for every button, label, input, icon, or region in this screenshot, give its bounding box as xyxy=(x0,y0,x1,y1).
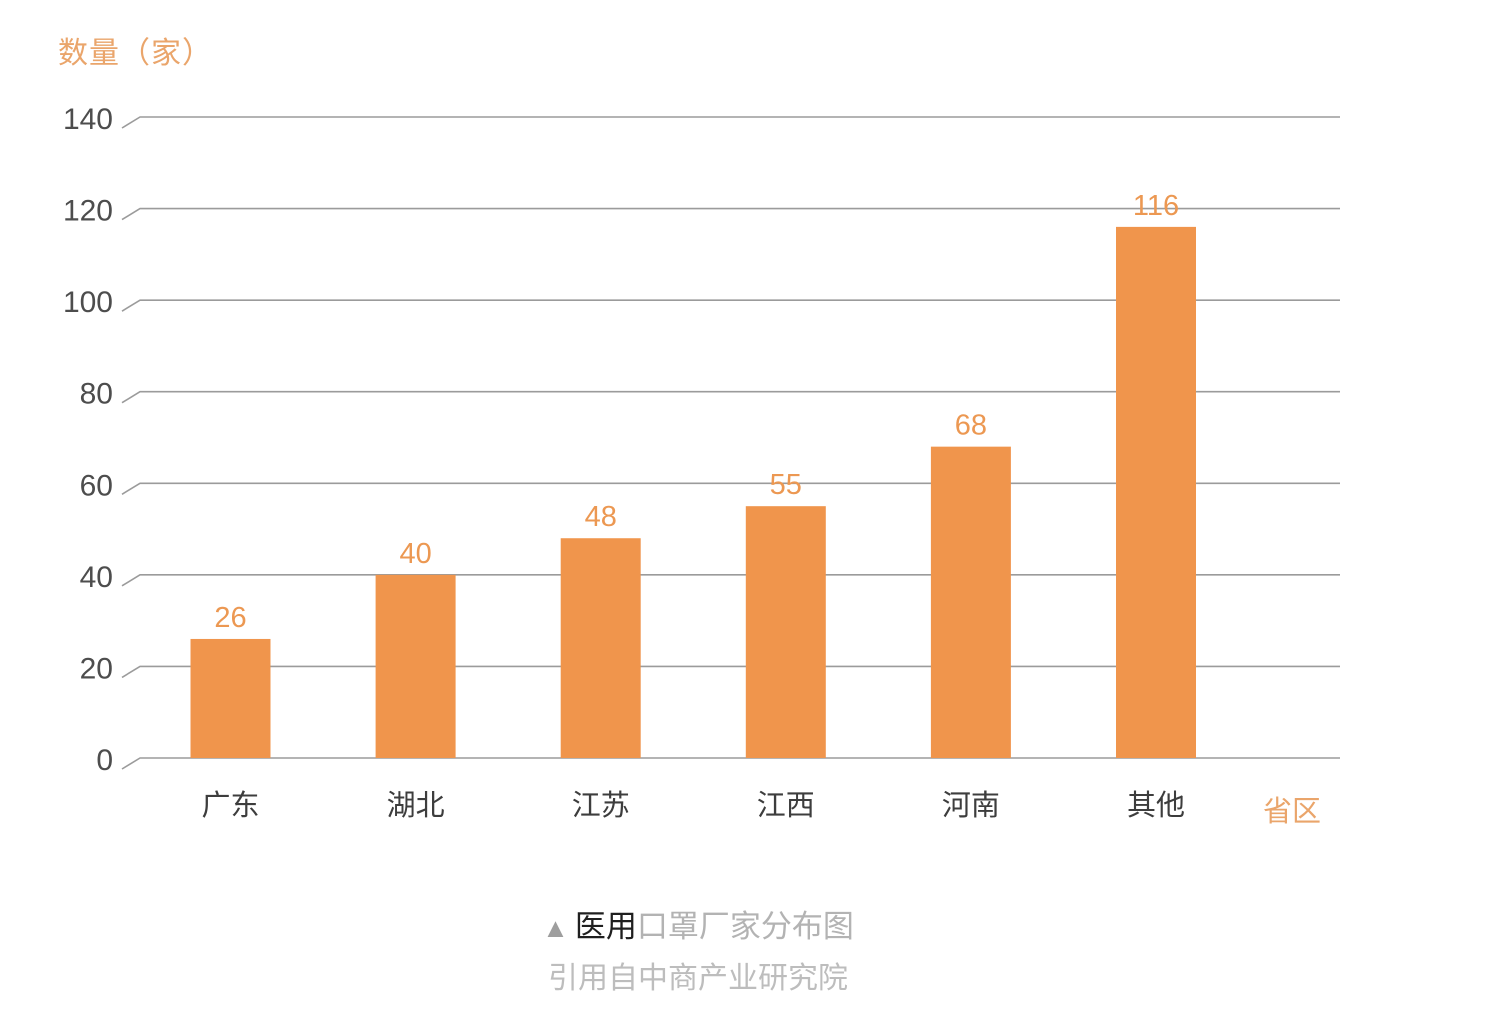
triangle-marker-icon: ▲ xyxy=(542,913,569,943)
x-tick-label: 其他 xyxy=(1127,789,1185,822)
x-tick-label: 广东 xyxy=(201,789,259,822)
bar xyxy=(560,538,641,758)
bar-value-label: 48 xyxy=(585,501,617,533)
bar-chart-plot: 0 20 40 60 80 100 120 140 26 广东 40 湖北 48 江苏 55 江西 68 河南 11… xyxy=(63,103,1340,822)
x-tick-label: 湖北 xyxy=(387,790,445,822)
caption-title: ▲ 医用口罩厂家分布图 xyxy=(0,908,1396,947)
x-tick-label: 江西 xyxy=(757,790,815,822)
y-tick-label: 20 xyxy=(80,652,113,685)
y-tick-label: 0 xyxy=(96,744,113,777)
bar xyxy=(190,638,271,758)
bar xyxy=(745,506,826,758)
bar-value-label: 116 xyxy=(1133,190,1179,222)
gridline xyxy=(121,390,1340,404)
gridline xyxy=(121,207,1340,221)
bar xyxy=(930,446,1011,758)
x-axis-unit-label: 省区 xyxy=(1262,796,1321,828)
bar xyxy=(1116,226,1196,758)
y-tick-label: 60 xyxy=(80,469,113,502)
y-tick-label: 140 xyxy=(63,103,113,136)
figure-caption: ▲ 医用口罩厂家分布图 引用自中商产业研究院 xyxy=(0,908,1396,998)
y-tick-label: 80 xyxy=(80,378,113,411)
caption-title-highlight: 医用 xyxy=(574,909,637,944)
y-tick-label: 100 xyxy=(63,286,113,319)
x-tick-label: 河南 xyxy=(942,789,1000,822)
y-axis-title: 数量（家） xyxy=(58,37,213,70)
caption-source: 引用自中商产业研究院 xyxy=(548,962,848,995)
gridline xyxy=(121,116,1340,129)
gridline xyxy=(121,299,1340,312)
bar-value-label: 68 xyxy=(955,410,987,442)
x-tick-label: 江苏 xyxy=(572,789,630,822)
bar-value-label: 55 xyxy=(770,469,802,501)
gridline xyxy=(121,757,1340,770)
caption-title-rest: 口罩厂家分布图 xyxy=(636,909,854,944)
y-tick-label: 40 xyxy=(80,561,113,594)
bar-value-label: 26 xyxy=(214,602,246,634)
bar xyxy=(375,574,456,758)
bar-value-label: 40 xyxy=(399,538,431,570)
y-tick-label: 120 xyxy=(63,195,113,228)
